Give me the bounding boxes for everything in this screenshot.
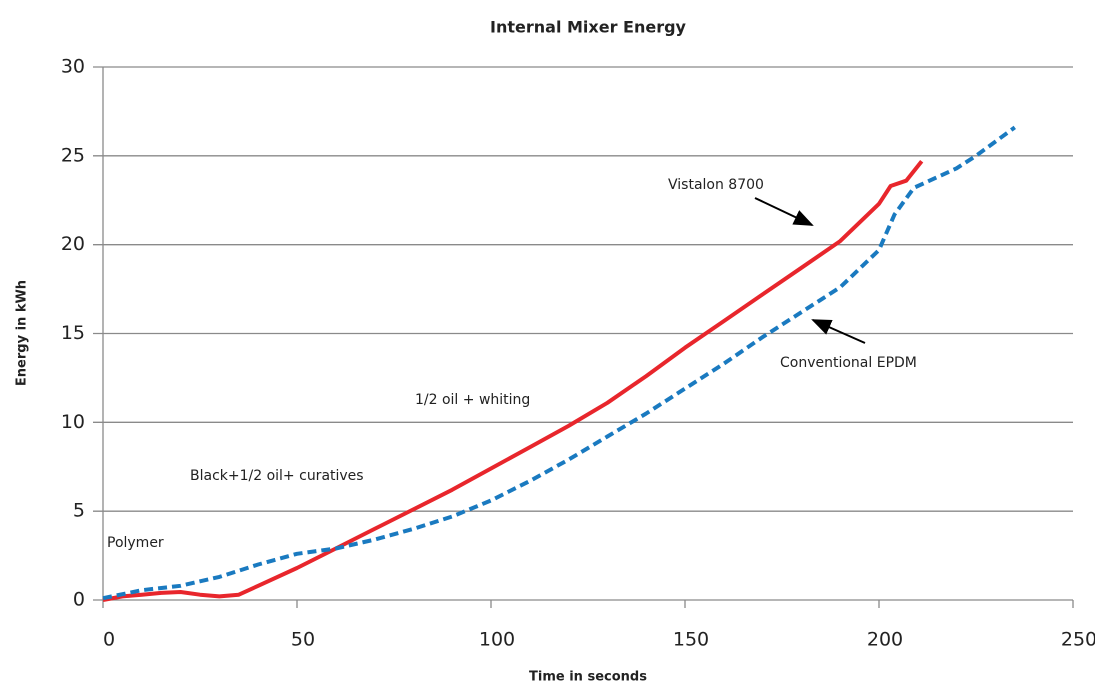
y-axis-label: Energy in kWh [15,280,30,386]
annotation: Polymer [107,535,164,551]
series-label: Conventional EPDM [780,355,917,371]
x-tick-label: 250 [1061,629,1095,651]
y-tick-label: 30 [61,56,85,78]
y-tick-label: 10 [61,411,85,433]
series-line [102,159,924,602]
annotation: 1/2 oil + whiting [415,392,530,408]
x-tick-label: 200 [867,629,903,651]
x-tick-label: 0 [103,629,115,651]
arrow [811,319,866,344]
y-tick-label: 25 [61,144,85,166]
x-axis-label: Time in seconds [529,670,647,685]
y-tick-label: 5 [73,500,85,522]
chart-title: Internal Mixer Energy [490,18,687,37]
x-tick-label: 100 [479,629,515,651]
series-label: Vistalon 8700 [668,177,764,193]
annotation: Black+1/2 oil+ curatives [190,468,364,484]
x-tick-label: 150 [673,629,709,651]
x-tick-label: 50 [291,629,315,651]
y-tick-label: 20 [61,233,85,255]
arrow [754,197,814,226]
y-tick-label: 15 [61,322,85,344]
y-tick-label: 0 [73,589,85,611]
